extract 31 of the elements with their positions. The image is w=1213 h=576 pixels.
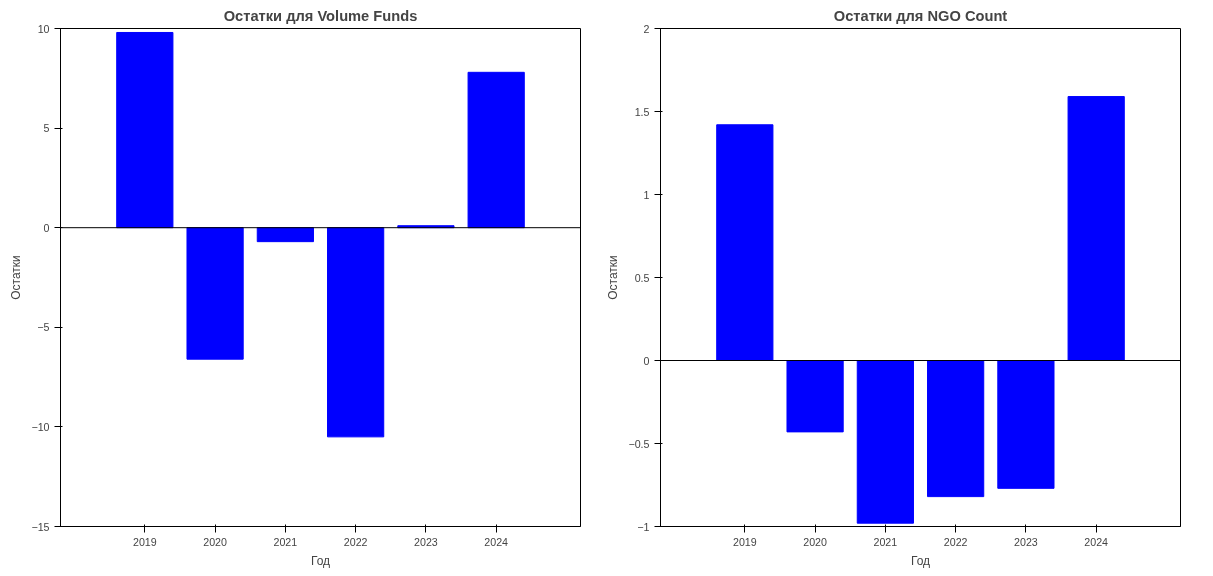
x-tick-label: 2021 [873,535,898,548]
x-tick-label: 2023 [414,535,438,548]
y-tick-label: 1 [643,188,650,201]
y-tick-label: 0 [643,354,650,367]
y-tick-label: −5 [37,321,50,334]
x-tick-label: 2024 [1084,535,1109,548]
y-tick-label: 0.5 [634,271,650,284]
x-tick-label: 2021 [273,535,298,548]
y-tick-label: 10 [37,22,50,35]
x-axis-title: Год [310,553,331,568]
x-tick-label: 2023 [1014,535,1038,548]
x-tick-label: 2019 [132,535,157,548]
y-tick-label: −15 [31,520,50,533]
chart-title: Остатки для NGO Count [833,7,1008,24]
x-tick-label: 2024 [484,535,509,548]
y-tick-label: 1.5 [634,105,650,118]
chart-title: Остатки для Volume Funds [223,7,418,24]
y-tick-label: −10 [31,420,50,433]
x-tick-label: 2022 [943,535,968,548]
x-axis-title: Год [910,553,931,568]
x-tick-label: 2020 [803,535,828,548]
y-tick-label: 2 [643,22,650,35]
y-axis-title: Остатки [9,255,24,300]
y-tick-label: −0.5 [628,437,650,450]
y-axis-title: Остатки [606,255,621,300]
x-tick-label: 2019 [732,535,757,548]
y-tick-label: −1 [637,520,650,533]
y-tick-label: 0 [43,221,50,234]
y-tick-label: 5 [43,122,50,135]
x-tick-label: 2020 [203,535,228,548]
x-tick-label: 2022 [343,535,368,548]
